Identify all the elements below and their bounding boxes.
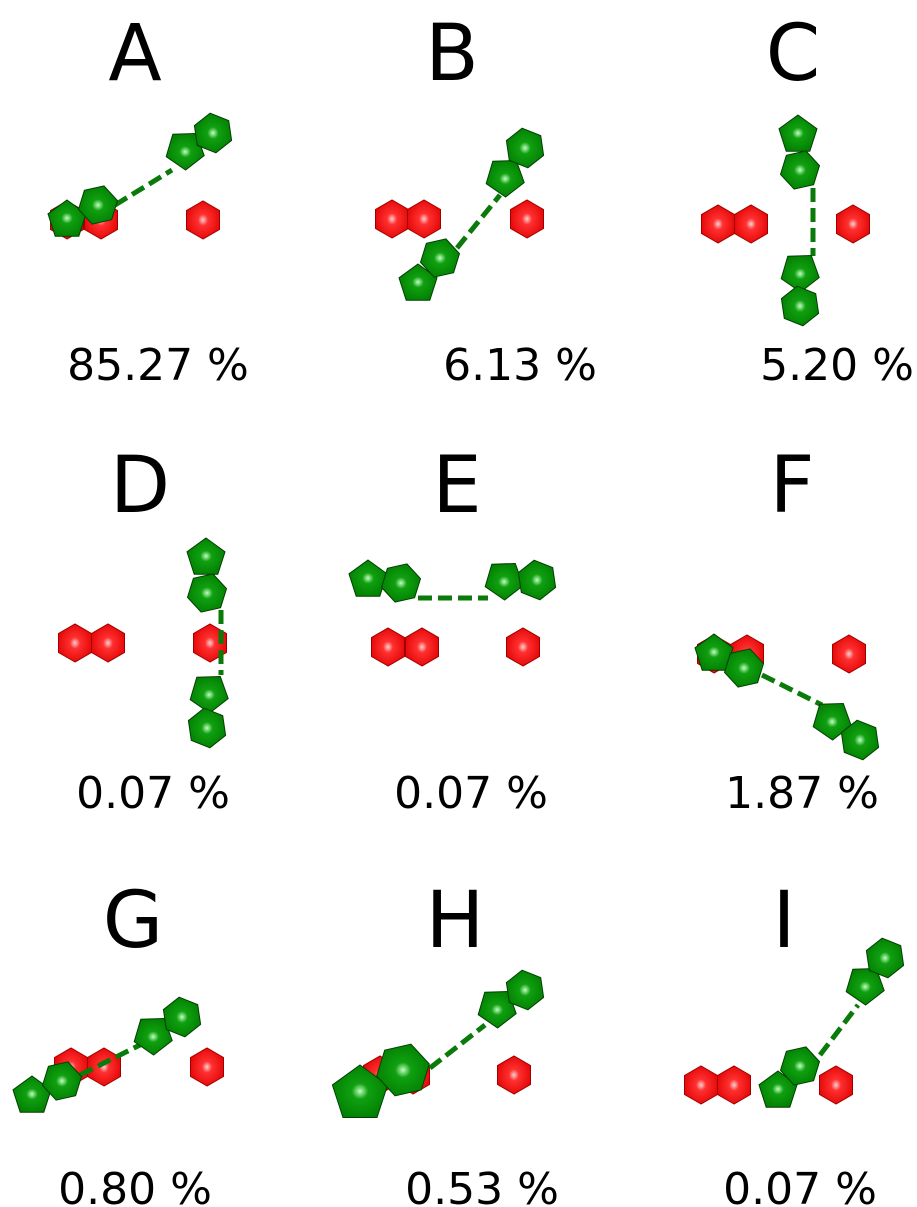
panel-label: F xyxy=(770,441,815,531)
percentage: 0.53 % xyxy=(405,1164,559,1207)
panel-label: C xyxy=(766,9,820,99)
panel-label: G xyxy=(103,876,163,966)
ring xyxy=(779,115,817,151)
oxygen-ring xyxy=(833,635,866,673)
panel-label: E xyxy=(432,441,481,531)
oxygen-ring xyxy=(408,200,441,238)
oxygen-ring xyxy=(507,628,540,666)
percentage: 85.27 % xyxy=(67,340,249,391)
oxygen-ring xyxy=(718,1066,751,1104)
ring xyxy=(188,574,227,612)
percentage: 1.87 % xyxy=(725,768,879,819)
oxygen-ring xyxy=(191,1048,224,1086)
ring xyxy=(866,938,903,978)
oxygen-ring xyxy=(820,1066,853,1104)
ring xyxy=(382,564,421,602)
oxygen-ring xyxy=(735,205,768,243)
ring xyxy=(485,564,523,601)
link xyxy=(115,170,172,205)
percentage: 0.07 % xyxy=(723,1164,877,1207)
molecules xyxy=(13,113,904,1117)
panel-label: A xyxy=(108,9,161,99)
oxygen-ring xyxy=(187,201,220,239)
link xyxy=(762,675,822,705)
ring xyxy=(349,560,387,596)
oxygen-ring xyxy=(511,200,544,238)
percentage: 0.80 % xyxy=(58,1164,212,1207)
percentage: 6.13 % xyxy=(443,340,597,391)
percentage: 0.07 % xyxy=(394,768,548,819)
panel-label: B xyxy=(425,9,479,99)
ring xyxy=(188,708,225,748)
percentage: 5.20 % xyxy=(760,340,914,391)
link xyxy=(430,1025,485,1068)
ring xyxy=(486,161,524,198)
ring xyxy=(190,677,228,714)
ring xyxy=(163,997,200,1037)
ring xyxy=(781,256,819,293)
oxygen-ring xyxy=(88,1048,121,1086)
ring xyxy=(187,538,225,574)
oxygen-ring xyxy=(92,624,125,662)
ring xyxy=(506,128,543,168)
figure: A 85.27 % B 6.13 % C 5.20 % D 0.07 % E 0.07 % F 1.8… xyxy=(0,0,917,1207)
panel-label: D xyxy=(110,441,170,531)
panel-label: H xyxy=(426,876,485,966)
ring xyxy=(518,560,555,600)
ring xyxy=(194,113,231,153)
link xyxy=(457,195,500,248)
oxygen-ring xyxy=(837,205,870,243)
oxygen-ring xyxy=(406,628,439,666)
oxygen-ring xyxy=(498,1056,531,1094)
ring xyxy=(506,970,543,1010)
oxygen-ring xyxy=(376,200,409,238)
panel-label: I xyxy=(772,876,795,966)
ring xyxy=(781,286,818,326)
oxygen-ring xyxy=(702,205,735,243)
oxygen-ring xyxy=(59,624,92,662)
ring xyxy=(781,151,820,189)
oxygen-ring xyxy=(685,1066,718,1104)
oxygen-ring xyxy=(372,628,405,666)
link xyxy=(820,1005,858,1055)
percentage: 0.07 % xyxy=(76,768,230,819)
